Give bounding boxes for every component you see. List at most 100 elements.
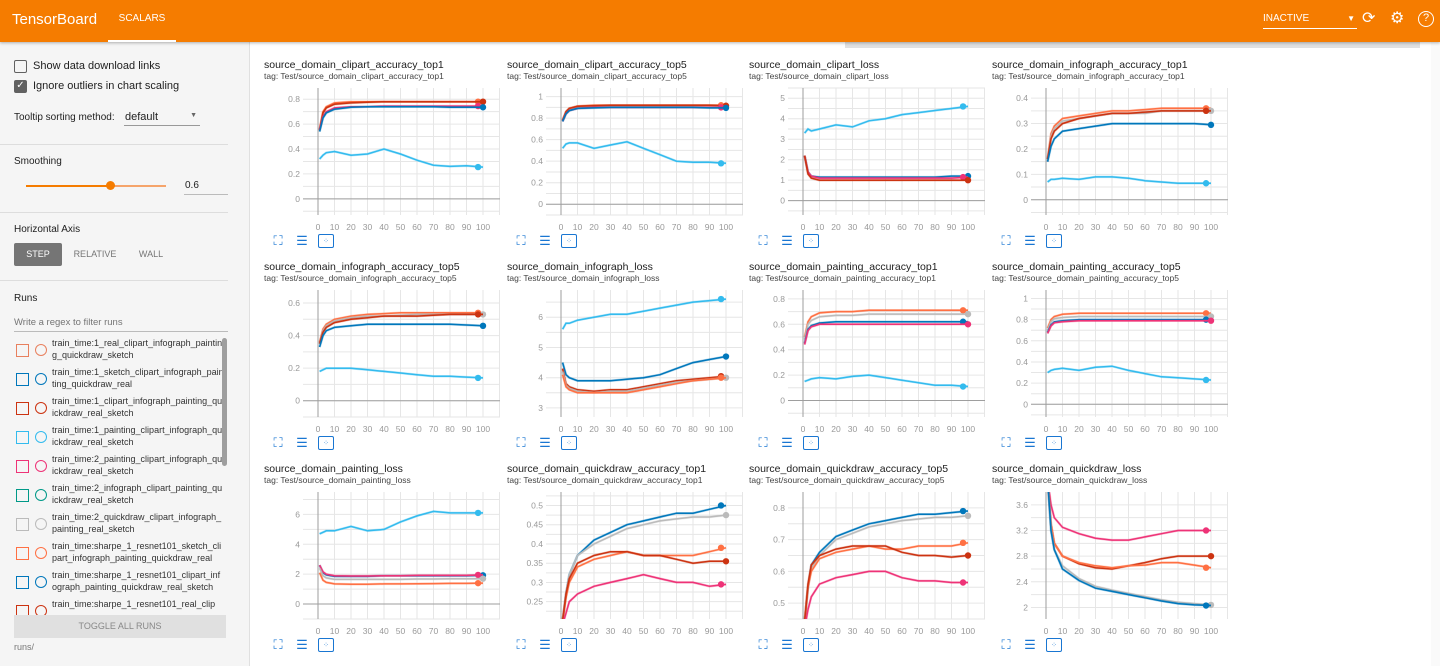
series-end-point[interactable] [964,512,972,520]
series-line[interactable] [803,309,968,338]
gear-icon[interactable]: ⚙ [1390,10,1405,27]
main-scrollbar[interactable] [1431,42,1440,666]
expand-icon[interactable]: ⛶ [1001,233,1011,248]
expand-icon[interactable]: ⛶ [758,435,768,450]
series-end-point[interactable] [722,104,730,112]
series-line[interactable] [1047,479,1212,607]
series-line[interactable] [1047,365,1212,381]
log-scale-icon[interactable]: ☰ [781,637,793,652]
series-end-point[interactable] [964,310,972,318]
series-line[interactable] [1046,318,1211,333]
series-line[interactable] [318,572,484,585]
fit-domain-icon[interactable]: ⁘ [803,234,819,248]
series-end-point[interactable] [717,502,725,509]
toggle-all-runs-button[interactable]: TOGGLE ALL RUNS [14,615,226,638]
run-color-circle-icon[interactable] [35,373,47,385]
line-chart[interactable]: 0 0.2 0.4 0.6 0.8 0 10 20 30 40 50 60 70 80 90 100 [264,58,506,234]
series-line[interactable] [561,104,727,121]
series-line[interactable] [803,323,968,345]
series-end-point[interactable] [479,104,487,111]
run-checkbox[interactable] [16,373,29,386]
run-color-circle-icon[interactable] [35,518,47,530]
run-color-circle-icon[interactable] [35,431,47,443]
series-line[interactable] [318,100,483,131]
series-end-point[interactable] [474,579,482,587]
series-line[interactable] [562,550,726,621]
series-line[interactable] [1046,312,1211,329]
series-end-point[interactable] [717,160,725,167]
refresh-icon[interactable]: ⟳ [1362,10,1376,27]
tooltip-sorting-select[interactable]: default ▼ [124,108,200,126]
series-line[interactable] [318,323,484,348]
series-end-point[interactable] [722,353,730,360]
series-line[interactable] [1048,479,1211,541]
line-chart[interactable]: 00.20.40.60.810 10 20 30 40 50 60 70 80 90 100 [507,58,749,234]
series-end-point[interactable] [1202,527,1210,534]
axis-step-button[interactable]: STEP [14,243,62,266]
ignore-outliers-checkbox[interactable]: ✓ [14,80,27,93]
series-end-point[interactable] [959,539,967,546]
series-end-point[interactable] [964,321,972,328]
series-end-point[interactable] [1202,564,1210,571]
run-color-circle-icon[interactable] [35,460,47,472]
series-end-point[interactable] [959,383,967,390]
series-line[interactable] [563,573,727,625]
series-line[interactable] [561,374,727,394]
run-list-scrollbar[interactable] [222,338,227,466]
expand-icon[interactable]: ⛶ [273,435,283,450]
series-end-point[interactable] [722,558,730,565]
series-end-point[interactable] [479,322,487,330]
log-scale-icon[interactable]: ☰ [539,233,551,248]
series-line[interactable] [1046,319,1211,334]
series-end-point[interactable] [1202,602,1210,609]
series-line[interactable] [318,312,483,343]
run-color-circle-icon[interactable] [35,402,47,414]
series-end-point[interactable] [474,374,482,382]
log-scale-icon[interactable]: ☰ [1024,233,1036,248]
line-chart[interactable]: 0.5 0.6 0.7 0.8 0 10 20 30 40 50 60 70 80 90 100 [749,462,991,638]
series-end-point[interactable] [1207,317,1215,324]
series-line[interactable] [318,313,483,344]
run-item[interactable]: train_time:sharpe_1_resnet101_clipart_in… [16,570,226,599]
series-end-point[interactable] [959,318,967,325]
run-item[interactable]: train_time:1_clipart_infograph_painting_… [16,396,226,425]
fit-domain-icon[interactable]: ⁘ [1046,436,1062,450]
series-line[interactable] [561,106,726,122]
series-line[interactable] [318,105,483,132]
series-end-point[interactable] [1202,376,1210,384]
axis-relative-button[interactable]: RELATIVE [73,249,117,259]
run-color-circle-icon[interactable] [35,605,47,616]
help-icon[interactable]: ? [1418,11,1434,27]
series-line[interactable] [1047,176,1211,185]
series-end-point[interactable] [479,575,487,582]
series-end-point[interactable] [717,581,725,588]
fit-domain-icon[interactable]: ⁘ [318,436,334,450]
fit-domain-icon[interactable]: ⁘ [561,638,577,652]
expand-icon[interactable]: ⛶ [1001,435,1011,450]
slider-handle[interactable] [106,181,115,190]
series-line[interactable] [803,155,968,181]
series-end-point[interactable] [717,544,725,552]
expand-icon[interactable]: ⛶ [1001,637,1011,652]
run-item[interactable]: train_time:1_painting_clipart_infograph_… [16,425,226,454]
expand-icon[interactable]: ⛶ [758,233,768,248]
expand-icon[interactable]: ⛶ [273,637,283,652]
series-end-point[interactable] [474,571,482,579]
run-filter-input[interactable] [14,314,228,332]
series-line[interactable] [562,514,727,621]
run-color-circle-icon[interactable] [35,344,47,356]
run-item[interactable]: train_time:sharpe_1_resnet101_real_clip [16,599,226,616]
run-item[interactable]: train_time:1_real_clipart_infograph_pain… [16,338,226,367]
series-end-point[interactable] [722,511,730,519]
series-line[interactable] [1046,315,1211,331]
fit-domain-icon[interactable]: ⁘ [803,638,819,652]
log-scale-icon[interactable]: ☰ [296,233,308,248]
series-line[interactable] [561,355,727,382]
run-checkbox[interactable] [16,344,29,357]
log-scale-icon[interactable]: ☰ [1024,637,1036,652]
expand-icon[interactable]: ⛶ [516,435,526,450]
series-line[interactable] [319,148,484,168]
fit-domain-icon[interactable]: ⁘ [803,436,819,450]
